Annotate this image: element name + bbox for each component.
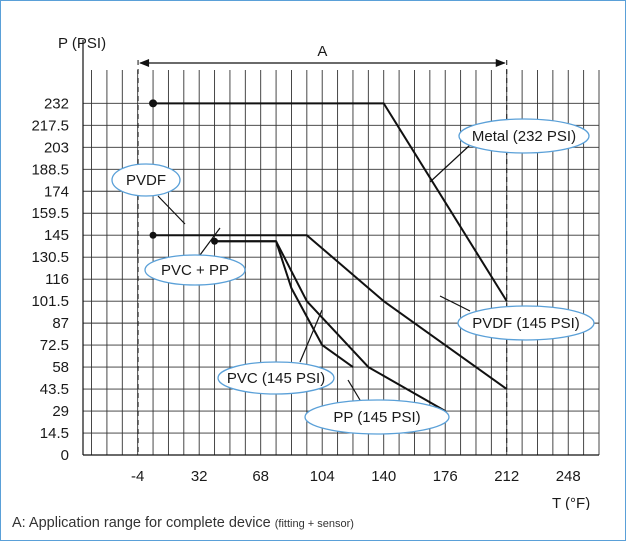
- x-tick-label: 104: [310, 468, 335, 485]
- callout-pvdf-145-text: PVDF (145 PSI): [472, 315, 580, 332]
- x-axis-label: T (°F): [552, 495, 590, 510]
- callout-pvc-145-bubble: [217, 361, 335, 395]
- series-lines: [149, 99, 508, 412]
- tick-labels: 0 14.5 29 43.5 58 72.5 87 101.5 116 130.5 145 159.5…: [31, 95, 580, 485]
- y-tick-label: 116: [45, 271, 69, 288]
- y-axis-label: P (PSI): [58, 35, 106, 52]
- y-tick-label: 14.5: [40, 425, 69, 442]
- series-pvc: [214, 240, 354, 368]
- callout-pvdf-bubble: [111, 163, 181, 197]
- y-tick-label: 58: [52, 359, 69, 376]
- pressure-temperature-chart: 0 14.5 29 43.5 58 72.5 87 101.5 116 130.5 145 159.5…: [31, 35, 600, 510]
- callouts: Metal (232 PSI) PVDF PVC + PP PVDF (145 PSI…: [111, 118, 595, 435]
- callout-pvdf-leader: [157, 195, 186, 225]
- y-tick-label: 203: [44, 139, 69, 156]
- callout-pp-145-leader: [347, 379, 361, 401]
- y-tick-label: 72.5: [40, 337, 69, 354]
- callout-pvdf-text: PVDF: [126, 172, 166, 189]
- x-tick-label: 32: [191, 468, 208, 485]
- callout-pvc-145-leader: [299, 309, 323, 363]
- footnote-detail: (fitting + sensor): [274, 518, 354, 530]
- y-tick-label: 232: [44, 95, 69, 112]
- series-pvdf: [153, 234, 508, 390]
- x-tick-label: 176: [433, 468, 458, 485]
- footnote-main: A: Application range for complete device: [12, 515, 275, 531]
- y-tick-label: 87: [52, 315, 69, 332]
- callout-metal-leader: [429, 144, 471, 183]
- x-tick-label: 140: [371, 468, 396, 485]
- series-pp: [214, 240, 446, 412]
- y-tick-label: 29: [52, 403, 69, 420]
- callout-pvc-145-text: PVC (145 PSI): [227, 370, 325, 387]
- pvdf-start-dot: [149, 231, 157, 239]
- y-tick-label: 217.5: [31, 117, 69, 134]
- axes: [82, 40, 599, 456]
- callout-pp-145-bubble: [304, 399, 450, 435]
- callout-metal-bubble: [458, 118, 590, 154]
- y-tick-label: 174: [44, 183, 69, 200]
- callout-metal-text: Metal (232 PSI): [472, 128, 576, 145]
- range-label: A: [317, 43, 327, 60]
- callout-pvdf-145-leader: [439, 295, 471, 312]
- x-tick-label: 212: [494, 468, 519, 485]
- pvc-pp-start-dot: [211, 237, 219, 245]
- y-tick-label: 101.5: [31, 293, 69, 310]
- range-arrowhead-left: [139, 59, 150, 67]
- callout-pvc-pp-leader: [199, 227, 221, 256]
- footnote: A: Application range for complete device…: [12, 515, 354, 531]
- x-tick-label: -4: [131, 468, 144, 485]
- y-tick-label: 130.5: [31, 249, 69, 266]
- series-metal: [153, 102, 508, 302]
- callout-pvc-pp-text: PVC + PP: [161, 262, 229, 279]
- y-tick-label: 188.5: [31, 161, 69, 178]
- callout-pvc-pp-bubble: [144, 254, 246, 286]
- callout-pvdf-145-bubble: [457, 305, 595, 341]
- x-tick-label: 248: [556, 468, 581, 485]
- x-tick-label: 68: [252, 468, 269, 485]
- metal-start-dot: [149, 99, 158, 108]
- y-tick-label: 43.5: [40, 381, 69, 398]
- callout-pp-145-text: PP (145 PSI): [333, 409, 420, 426]
- y-tick-label: 145: [44, 227, 69, 244]
- y-tick-label: 159.5: [31, 205, 69, 222]
- range-arrowhead-right: [495, 59, 506, 67]
- y-tick-label: 0: [61, 447, 69, 464]
